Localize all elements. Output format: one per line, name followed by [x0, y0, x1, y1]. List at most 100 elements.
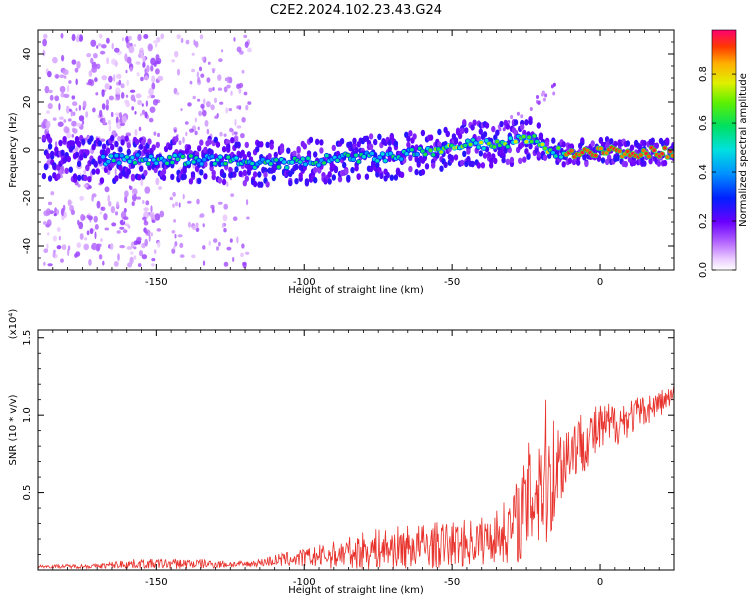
snr-series-line	[38, 385, 674, 570]
spectrogram-noise-blob	[70, 109, 74, 117]
y-tick-label: 1.5	[22, 330, 33, 346]
spectrogram-noise-blob	[55, 209, 60, 215]
spectrogram-blob	[542, 145, 548, 151]
colorbar-tick-label: 0.2	[698, 213, 709, 229]
spectrogram-noise-blob	[128, 185, 131, 189]
spectrogram-blob	[302, 161, 309, 167]
spectrogram-noise-blob	[47, 263, 53, 267]
spectrogram-blob	[445, 130, 450, 138]
spectrogram-noise-blob	[240, 252, 244, 258]
spectrogram-blob	[437, 141, 442, 148]
spectrogram-blob	[355, 159, 362, 165]
spectrogram-blob	[182, 173, 187, 180]
spectrogram-noise-blob	[142, 216, 147, 221]
spectrogram-noise-blob	[99, 109, 103, 118]
x-tick-label: -150	[145, 277, 168, 288]
spectrogram-blob	[462, 119, 467, 126]
spectrogram-noise-blob	[189, 80, 193, 85]
spectrogram-blob	[74, 151, 80, 158]
spectrogram-noise-blob	[98, 243, 102, 248]
spectrogram-noise-blob	[223, 228, 227, 233]
spectrogram-blob	[294, 178, 299, 185]
spectrogram-noise-blob	[47, 201, 53, 206]
spectrogram-noise-blob	[180, 108, 183, 112]
spectrogram-blob	[523, 139, 530, 145]
spectrogram-blob	[422, 151, 429, 157]
spectrogram-blob	[221, 178, 227, 186]
spectrogram-blob	[132, 160, 138, 166]
x-tick-label: -100	[293, 577, 316, 588]
spectrogram-blob	[129, 155, 136, 161]
spectrogram-noise-blob	[156, 241, 161, 248]
spectrogram-blob	[116, 160, 122, 166]
spectrogram-blob	[584, 160, 589, 168]
spectrogram-blob	[393, 140, 399, 147]
spectrogram-noise-blob	[101, 44, 107, 49]
spectrogram-noise-blob	[246, 199, 249, 206]
spectrogram-noise-blob	[83, 243, 89, 251]
spectrogram-noise-blob	[60, 33, 64, 39]
spectrogram-noise-blob	[198, 110, 203, 117]
spectrogram-noise-blob	[117, 253, 120, 261]
spectrogram-blob	[108, 153, 114, 159]
spectrogram-blob	[323, 153, 330, 159]
spectrogram-blob	[283, 164, 290, 171]
spectrogram-noise-blob	[46, 110, 50, 114]
spectrogram-blob	[431, 162, 436, 169]
spectrogram-noise-blob	[136, 72, 140, 77]
spectrogram-noise-blob	[132, 192, 135, 196]
spectrogram-blob	[350, 166, 355, 174]
spectrogram-noise-blob	[152, 99, 159, 106]
spectrogram-blob	[414, 151, 421, 157]
spectrogram-blob	[126, 158, 133, 164]
spectrogram-noise-blob	[105, 104, 109, 111]
spectrogram-blob	[331, 144, 336, 152]
spectrogram-blob	[334, 157, 341, 163]
spectrogram-noise-blob	[74, 67, 79, 73]
spectrogram-noise-blob	[48, 89, 53, 94]
spectrogram-noise-blob	[217, 74, 222, 81]
spectrogram-noise-blob	[541, 90, 545, 95]
spectrogram-noise-blob	[176, 34, 181, 40]
spectrogram-blob	[58, 139, 63, 147]
spectrogram-noise-blob	[111, 42, 114, 50]
spectrogram-blob	[613, 140, 618, 148]
spectrogram-blob	[489, 157, 494, 165]
spectrogram-blob	[100, 154, 106, 160]
spectrogram-noise-blob	[46, 243, 49, 250]
spectrogram-blob	[196, 157, 202, 163]
colorbar-tick-label: 0.0	[698, 262, 709, 278]
spectrogram-noise-blob	[75, 251, 81, 257]
spectrogram-noise-blob	[223, 133, 227, 137]
y-tick-label: 40	[22, 48, 33, 61]
spectrogram-blob	[137, 174, 142, 181]
spectrogram-noise-blob	[99, 33, 103, 39]
spectrogram-blob	[217, 154, 224, 160]
spectrogram-blob	[598, 136, 604, 144]
spectrogram-blob	[299, 156, 306, 162]
spectrogram-blob	[536, 151, 541, 158]
spectrogram-blob	[354, 147, 359, 154]
spectrogram-noise-blob	[60, 258, 64, 263]
spectrogram-blob	[552, 153, 559, 159]
spectrogram-blob	[56, 173, 61, 180]
spectrogram-blob	[544, 140, 550, 147]
spectrogram-noise-blob	[155, 68, 160, 75]
snr-panel: -150 -100 -50 0 0.5 1.0 1.5 Height of straigh…	[8, 309, 675, 596]
spectrogram-noise-blob	[175, 201, 178, 207]
spectrogram-noise-blob	[148, 45, 153, 50]
spectrogram-blob	[118, 164, 123, 171]
spectrogram-noise-blob	[240, 133, 245, 139]
spectrogram-noise-blob	[115, 59, 118, 68]
spectrogram-blob	[124, 154, 130, 160]
spectrogram-noise-blob	[229, 238, 233, 243]
spectrogram-blob	[507, 135, 514, 141]
x-tick-label: -100	[293, 277, 316, 288]
spectrogram-blob	[520, 134, 527, 140]
spectrogram-noise-blob	[207, 61, 211, 65]
spectrogram-blob	[222, 160, 229, 167]
spectrogram-noise-blob	[171, 230, 176, 234]
snr-plot-area	[38, 385, 674, 570]
spectrogram-noise-blob	[88, 70, 93, 77]
spectrogram-blob	[462, 142, 469, 148]
